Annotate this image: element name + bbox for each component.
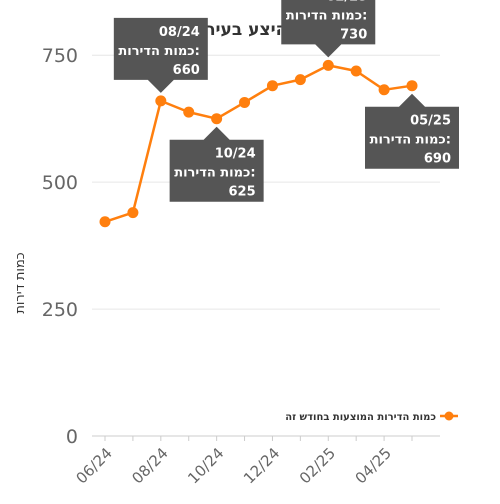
x-tick-label: 12/24 (240, 444, 283, 487)
x-tick-label: 06/24 (73, 444, 116, 487)
data-point[interactable] (99, 216, 111, 228)
callout-value: 660 (173, 63, 200, 78)
x-tick-label: 10/24 (184, 444, 227, 487)
y-tick-label: 250 (42, 299, 78, 321)
data-point[interactable] (155, 95, 167, 107)
callout-date: 05/25 (410, 114, 451, 129)
y-tick-label: 750 (42, 45, 78, 67)
callout-value: 690 (424, 152, 451, 167)
callout-value: 730 (340, 27, 367, 42)
callout-date: 10/24 (215, 147, 256, 162)
series-line (104, 64, 413, 223)
y-tick-label: 500 (42, 172, 78, 194)
data-point[interactable] (322, 59, 334, 71)
callout-box (113, 17, 208, 93)
callout-date: 02/25 (326, 0, 367, 4)
callout-date: 08/24 (159, 25, 200, 40)
data-point[interactable] (350, 65, 362, 77)
data-point[interactable] (183, 106, 195, 118)
data-point[interactable] (266, 80, 278, 92)
callout-label: כמות הדירות: (174, 166, 255, 181)
x-tick-label: 08/24 (128, 444, 171, 487)
data-point[interactable] (211, 113, 223, 125)
y-axis-label: כמות דירות (13, 252, 28, 313)
callout-05-25: 05/25 כמות הדירות: 690 (365, 93, 459, 169)
data-point[interactable] (127, 207, 139, 219)
y-tick-label: 0 (66, 426, 78, 448)
legend-marker (444, 411, 454, 421)
annotations: 08/24 כמות הדירות: 660 10/24 כמות הדירות: 625… (113, 0, 459, 202)
callout-10-24: 10/24 כמות הדירות: 625 (169, 126, 264, 202)
callout-label: כמות הדירות: (286, 8, 367, 23)
callout-box (365, 93, 459, 169)
callout-box (281, 0, 376, 58)
callout-value: 625 (228, 185, 255, 200)
callout-02-25: 02/25 כמות הדירות: 730 (281, 0, 376, 58)
legend-label[interactable]: כמות הדירות המוצעות בחודש זה (285, 412, 436, 423)
data-point[interactable] (378, 84, 390, 96)
series-layer (99, 59, 418, 228)
legend[interactable]: כמות הדירות המוצעות בחודש זה (285, 411, 458, 424)
data-point[interactable] (294, 74, 306, 86)
x-tick-label: 04/25 (352, 444, 395, 487)
callout-label: כמות הדירות: (118, 44, 199, 59)
data-point[interactable] (406, 80, 418, 92)
callout-box (169, 126, 264, 202)
x-tick-label: 02/25 (296, 444, 339, 487)
callout-08-24: 08/24 כמות הדירות: 660 (113, 17, 208, 93)
data-point[interactable] (239, 96, 251, 108)
callout-label: כמות הדירות: (370, 133, 451, 148)
